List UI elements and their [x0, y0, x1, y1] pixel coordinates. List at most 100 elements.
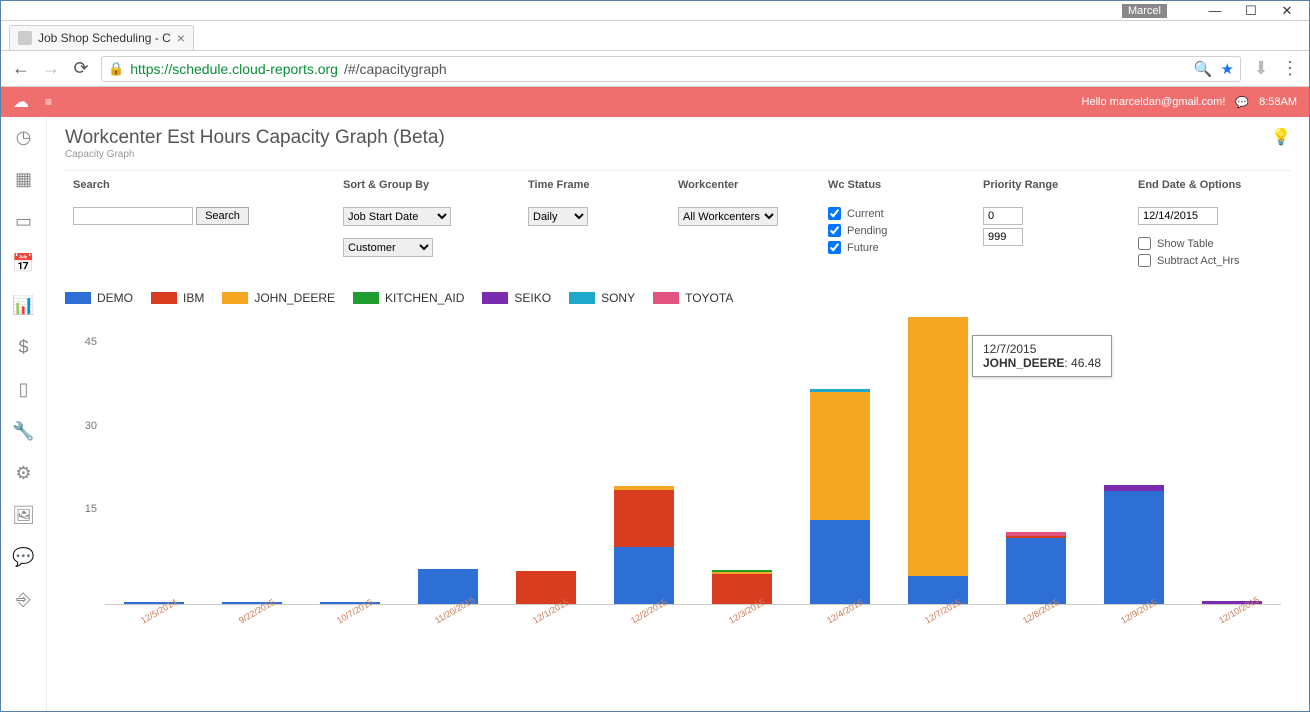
bar-group[interactable]	[614, 486, 674, 604]
priority-to-input[interactable]	[983, 228, 1023, 246]
priority-label: Priority Range	[983, 179, 1122, 191]
chart-x-axis: 12/5/20149/22/201510/7/201511/20/201512/…	[105, 607, 1281, 631]
filters-row: Search Search Sort & Group By Job Start …	[65, 179, 1291, 271]
reload-icon[interactable]: ⟳	[71, 58, 91, 79]
search-input[interactable]	[73, 207, 193, 225]
address-bar[interactable]: 🔒 https://schedule.cloud-reports.org/#/c…	[101, 56, 1241, 82]
status-current-checkbox[interactable]	[828, 207, 841, 220]
user-badge: Marcel	[1122, 4, 1167, 18]
browser-tab[interactable]: Job Shop Scheduling - C ×	[9, 25, 194, 50]
status-current-label: Current	[847, 208, 884, 220]
tooltip-date: 12/7/2015	[983, 342, 1101, 356]
legend-swatch	[653, 292, 679, 304]
sidebar-logout-icon[interactable]: ⎆	[12, 587, 36, 611]
legend-label: DEMO	[97, 291, 133, 305]
sidebar-dashboard-icon[interactable]: ◷	[12, 125, 36, 149]
sidebar: ◷ ▦ ▭ 📅 📊 $ ▯ 🔧 ⚙ 🖼 💬 ⎆	[1, 117, 47, 711]
y-tick-label: 15	[85, 503, 97, 515]
forward-icon[interactable]: →	[41, 58, 61, 79]
priority-from-input[interactable]	[983, 207, 1023, 225]
minimize-button[interactable]: —	[1197, 2, 1233, 20]
hamburger-icon[interactable]: ≡	[45, 95, 52, 109]
back-icon[interactable]: ←	[11, 58, 31, 79]
sidebar-dollar-icon[interactable]: $	[12, 335, 36, 359]
show-table-checkbox[interactable]	[1138, 237, 1151, 250]
status-future-checkbox[interactable]	[828, 241, 841, 254]
legend-swatch	[482, 292, 508, 304]
legend-item[interactable]: KITCHEN_AID	[353, 291, 464, 305]
close-tab-icon[interactable]: ×	[177, 30, 185, 46]
bookmark-icon[interactable]: ★	[1221, 60, 1234, 78]
download-icon[interactable]: ⬇	[1251, 58, 1271, 79]
zoom-icon[interactable]: 🔍	[1194, 60, 1213, 78]
sidebar-monitor-icon[interactable]: ▭	[12, 209, 36, 233]
legend-item[interactable]: SEIKO	[482, 291, 551, 305]
chart-legend: DEMO IBM JOHN_DEERE KITCHEN_AID SEIKO SONY TOY…	[65, 291, 1291, 305]
legend-item[interactable]: DEMO	[65, 291, 133, 305]
bar-segment[interactable]	[614, 547, 674, 604]
timeframe-label: Time Frame	[528, 179, 662, 191]
bar-segment[interactable]	[810, 392, 870, 520]
bar-segment[interactable]	[614, 490, 674, 547]
sidebar-gear-icon[interactable]: ⚙	[12, 461, 36, 485]
sidebar-tablet-icon[interactable]: ▯	[12, 377, 36, 401]
chart-tooltip: 12/7/2015 JOHN_DEERE: 46.48	[972, 335, 1112, 377]
sort-select-2[interactable]: Customer	[343, 238, 433, 257]
subtract-checkbox[interactable]	[1138, 254, 1151, 267]
subtract-label: Subtract Act_Hrs	[1157, 255, 1240, 267]
sidebar-wrench-icon[interactable]: 🔧	[12, 419, 36, 443]
enddate-label: End Date & Options	[1138, 179, 1283, 191]
sidebar-table-icon[interactable]: ▦	[12, 167, 36, 191]
app-header: ☁ ≡ Hello marceldan@gmail.com! 💬 8:58AM	[1, 87, 1309, 117]
header-time: 8:58AM	[1259, 96, 1297, 108]
bar-group[interactable]	[1006, 532, 1066, 604]
window-titlebar: Marcel — ☐ ✕	[1, 1, 1309, 21]
legend-swatch	[65, 292, 91, 304]
legend-item[interactable]: SONY	[569, 291, 635, 305]
bar-segment[interactable]	[810, 520, 870, 604]
browser-toolbar: ← → ⟳ 🔒 https://schedule.cloud-reports.o…	[1, 51, 1309, 87]
status-pending-checkbox[interactable]	[828, 224, 841, 237]
page-subtitle: Capacity Graph	[65, 149, 445, 160]
end-date-input[interactable]	[1138, 207, 1218, 225]
maximize-button[interactable]: ☐	[1233, 2, 1269, 20]
tooltip-value: 46.48	[1071, 356, 1101, 370]
bar-group[interactable]	[810, 389, 870, 604]
show-table-label: Show Table	[1157, 238, 1214, 250]
sidebar-chart-icon[interactable]: 📊	[12, 293, 36, 317]
greeting-text: Hello marceldan@gmail.com!	[1082, 96, 1226, 108]
hint-bulb-icon[interactable]: 💡	[1271, 127, 1291, 147]
legend-label: JOHN_DEERE	[254, 291, 335, 305]
clock-icon: 💬	[1235, 96, 1249, 109]
bar-group[interactable]	[908, 317, 968, 604]
capacity-chart: 153045 12/5/20149/22/201510/7/201511/20/…	[65, 315, 1291, 625]
lock-icon: 🔒	[108, 61, 124, 77]
legend-item[interactable]: IBM	[151, 291, 204, 305]
bar-segment[interactable]	[908, 317, 968, 576]
bar-segment[interactable]	[1006, 538, 1066, 604]
legend-label: SEIKO	[514, 291, 551, 305]
search-button[interactable]: Search	[196, 207, 249, 225]
logo-cloud-icon[interactable]: ☁	[13, 92, 29, 112]
legend-label: IBM	[183, 291, 204, 305]
search-label: Search	[73, 179, 327, 191]
workcenter-select[interactable]: All Workcenters	[678, 207, 778, 226]
browser-menu-icon[interactable]: ⋮	[1281, 58, 1299, 79]
workcenter-label: Workcenter	[678, 179, 812, 191]
legend-item[interactable]: TOYOTA	[653, 291, 733, 305]
close-window-button[interactable]: ✕	[1269, 2, 1305, 20]
bar-segment[interactable]	[1104, 491, 1164, 604]
tooltip-series: JOHN_DEERE	[983, 356, 1064, 370]
separator	[65, 170, 1291, 171]
legend-swatch	[151, 292, 177, 304]
sort-select-1[interactable]: Job Start Date	[343, 207, 451, 226]
legend-item[interactable]: JOHN_DEERE	[222, 291, 335, 305]
url-host: https://schedule.cloud-reports.org	[130, 61, 338, 77]
timeframe-select[interactable]: Daily	[528, 207, 588, 226]
sort-label: Sort & Group By	[343, 179, 512, 191]
y-tick-label: 45	[85, 336, 97, 348]
bar-group[interactable]	[1104, 485, 1164, 604]
sidebar-image-icon[interactable]: 🖼	[12, 503, 36, 527]
sidebar-calendar-icon[interactable]: 📅	[12, 251, 36, 275]
sidebar-chat-icon[interactable]: 💬	[12, 545, 36, 569]
